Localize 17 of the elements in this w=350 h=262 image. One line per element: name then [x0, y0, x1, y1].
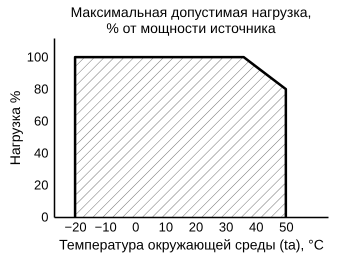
- x-tick-label: 20: [188, 220, 204, 234]
- y-tick-label: 80: [34, 82, 48, 97]
- y-tick-label: 60: [34, 114, 48, 129]
- x-tick-label: 40: [249, 220, 264, 234]
- x-tick-label: −20: [64, 220, 87, 234]
- y-tick-label: 20: [34, 178, 48, 193]
- x-tick-label: 30: [218, 220, 234, 234]
- x-tick-label: 0: [132, 220, 140, 234]
- x-tick-label: 10: [158, 220, 174, 234]
- y-tick-label: 40: [34, 146, 48, 161]
- x-tick-label: 50: [279, 220, 294, 234]
- y-tick-label: 0: [41, 210, 48, 224]
- y-tick-label: 100: [26, 50, 48, 65]
- y-axis-title: Нагрузка %: [6, 90, 23, 166]
- chart-title: Максимальная допустимая нагрузка, % от мощности источника: [70, 4, 312, 36]
- x-tick-label: −10: [94, 220, 117, 234]
- x-axis-title: Температура окружающей среды (ta), °C: [59, 236, 324, 252]
